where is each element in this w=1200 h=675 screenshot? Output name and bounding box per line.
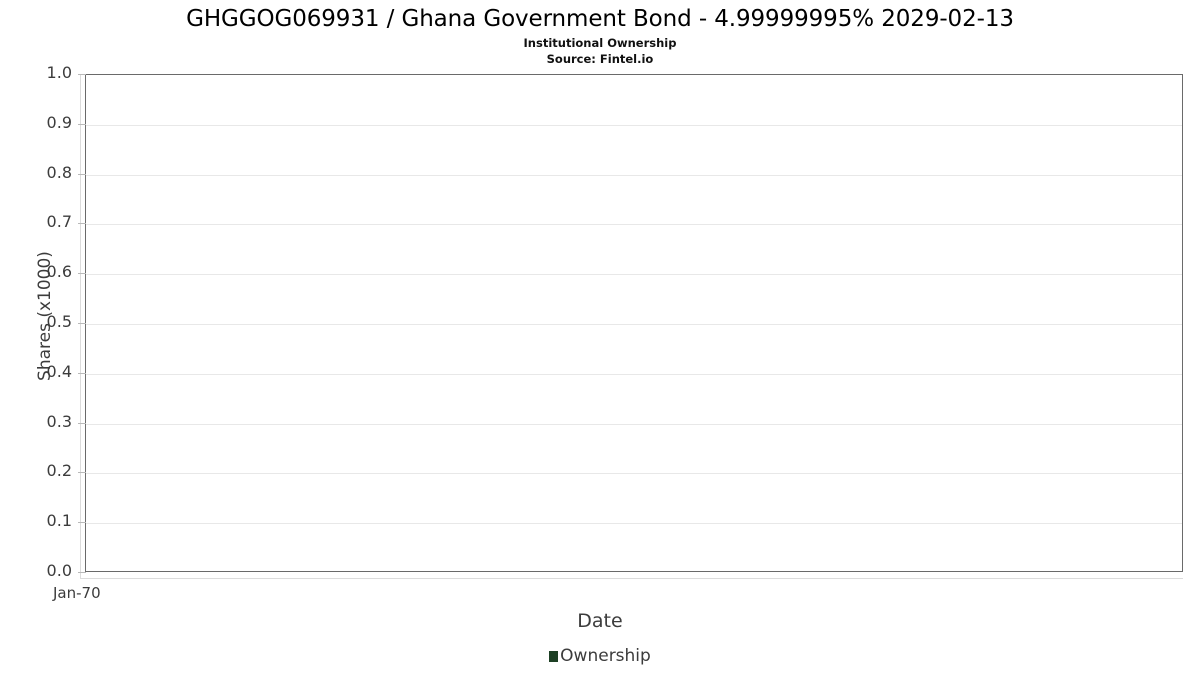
y-tick-mark (78, 123, 86, 125)
y-tick-mark (78, 223, 86, 225)
y-tick-mark (78, 323, 86, 324)
x-axis-title: Date (577, 610, 623, 632)
plot-area (85, 74, 1183, 572)
chart-subtitle: Institutional Ownership (523, 36, 677, 50)
chart-source: Source: Fintel.io (546, 52, 654, 66)
y-tick-mark (78, 422, 86, 424)
series-layer-ownership (86, 75, 1182, 571)
y-axis-title: Shares (x1000) (35, 251, 55, 381)
y-tick-label: 0.4 (46, 361, 72, 381)
y-tick-mark (78, 522, 86, 524)
chart-legend: Ownership (0, 648, 1200, 665)
legend-label: Ownership (560, 646, 651, 666)
y-tick-mark (78, 74, 86, 75)
legend-swatch-icon (549, 651, 559, 662)
y-tick-mark (78, 173, 86, 175)
x-tick-label: Jan-70 (53, 584, 101, 602)
y-tick-mark (78, 372, 86, 374)
y-tick-mark (78, 472, 86, 474)
y-tick-label: 0.1 (46, 511, 72, 531)
x-axis-outer-rule (80, 578, 1183, 579)
y-axis-outer-rule (80, 74, 81, 579)
y-tick-label: 1.0 (46, 63, 72, 82)
y-tick-mark (78, 273, 86, 275)
y-tick-label: 0.8 (46, 162, 72, 182)
y-tick-label: 0.2 (46, 461, 72, 481)
y-tick-label: 0.3 (46, 411, 72, 431)
chart-title: GHGGOG069931 / Ghana Government Bond - 4… (186, 6, 1014, 32)
legend-item-ownership[interactable]: Ownership (549, 648, 651, 665)
y-tick-label: 0.7 (46, 212, 72, 232)
y-tick-label: 0.0 (46, 561, 72, 580)
y-tick-label: 0.5 (46, 312, 72, 331)
y-tick-mark (78, 572, 86, 573)
y-tick-label: 0.9 (46, 112, 72, 132)
y-tick-label: 0.6 (46, 262, 72, 282)
